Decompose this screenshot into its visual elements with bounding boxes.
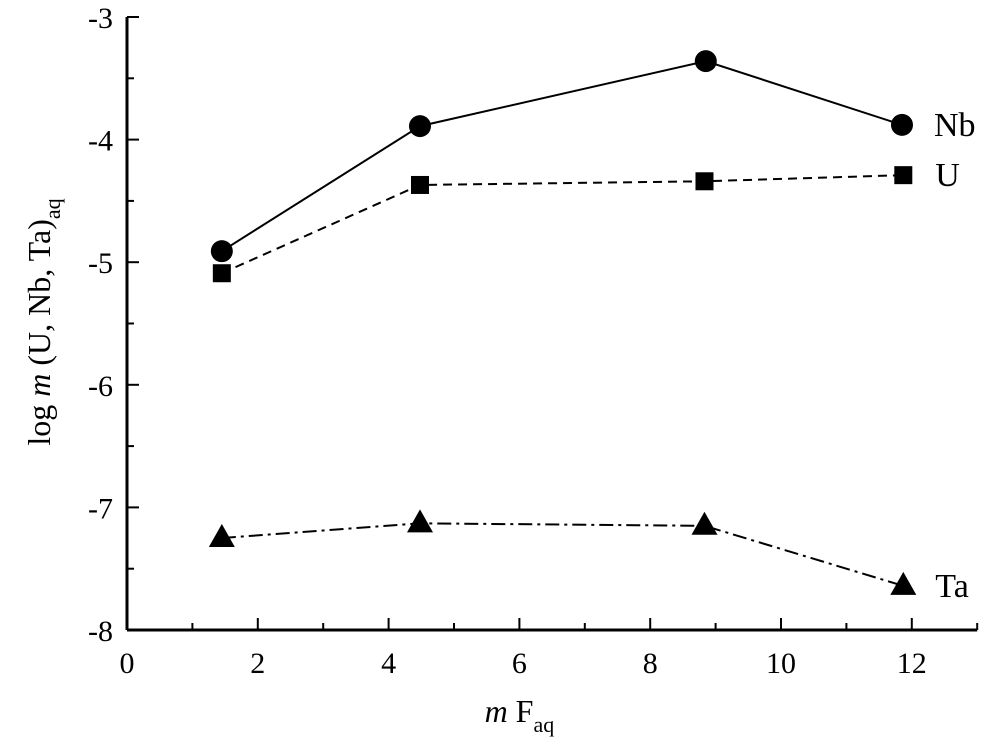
- y-tick-label: -6: [88, 370, 113, 403]
- y-label-italic: m: [21, 374, 57, 397]
- y-label-main: (U, Nb, Ta): [21, 219, 57, 373]
- data-point-u: [695, 172, 714, 191]
- x-tick-label: 8: [643, 647, 658, 680]
- y-tick-label: -5: [88, 247, 113, 280]
- series-label-u: U: [935, 157, 960, 194]
- x-tick-label: 2: [250, 647, 265, 680]
- data-point-ta: [890, 571, 917, 595]
- data-point-nb: [694, 50, 717, 73]
- y-tick-label: -8: [88, 615, 113, 648]
- data-point-u: [894, 166, 913, 185]
- y-axis-label: log m (U, Nb, Ta)aq: [21, 198, 65, 445]
- x-tick-label: 10: [766, 647, 796, 680]
- y-tick-label: -3: [88, 2, 113, 35]
- x-tick-label: 0: [120, 647, 135, 680]
- y-tick-label: -4: [88, 125, 113, 158]
- y-tick-label: -7: [88, 492, 113, 525]
- series-line-nb: [221, 60, 903, 253]
- data-point-nb: [408, 115, 431, 138]
- x-label-sub: aq: [533, 712, 554, 737]
- data-point-ta: [208, 524, 235, 548]
- data-point-ta: [406, 509, 433, 533]
- data-point-nb: [890, 113, 913, 136]
- x-tick-label: 12: [897, 647, 927, 680]
- data-point-nb: [210, 240, 233, 263]
- x-label-italic: m: [485, 693, 508, 729]
- y-label-pre: log: [21, 397, 57, 446]
- x-label-main: F: [508, 693, 534, 729]
- x-axis-label: m Faq: [485, 693, 555, 737]
- series-line-u: [221, 174, 904, 275]
- series-line-ta: [221, 522, 904, 587]
- data-point-u: [410, 175, 429, 194]
- series-label-ta: Ta: [935, 568, 969, 605]
- y-label-sub: aq: [40, 198, 65, 219]
- data-point-ta: [691, 511, 718, 535]
- data-point-u: [212, 264, 231, 283]
- series-label-nb: Nb: [934, 107, 976, 144]
- x-tick-label: 4: [381, 647, 396, 680]
- x-tick-label: 6: [512, 647, 527, 680]
